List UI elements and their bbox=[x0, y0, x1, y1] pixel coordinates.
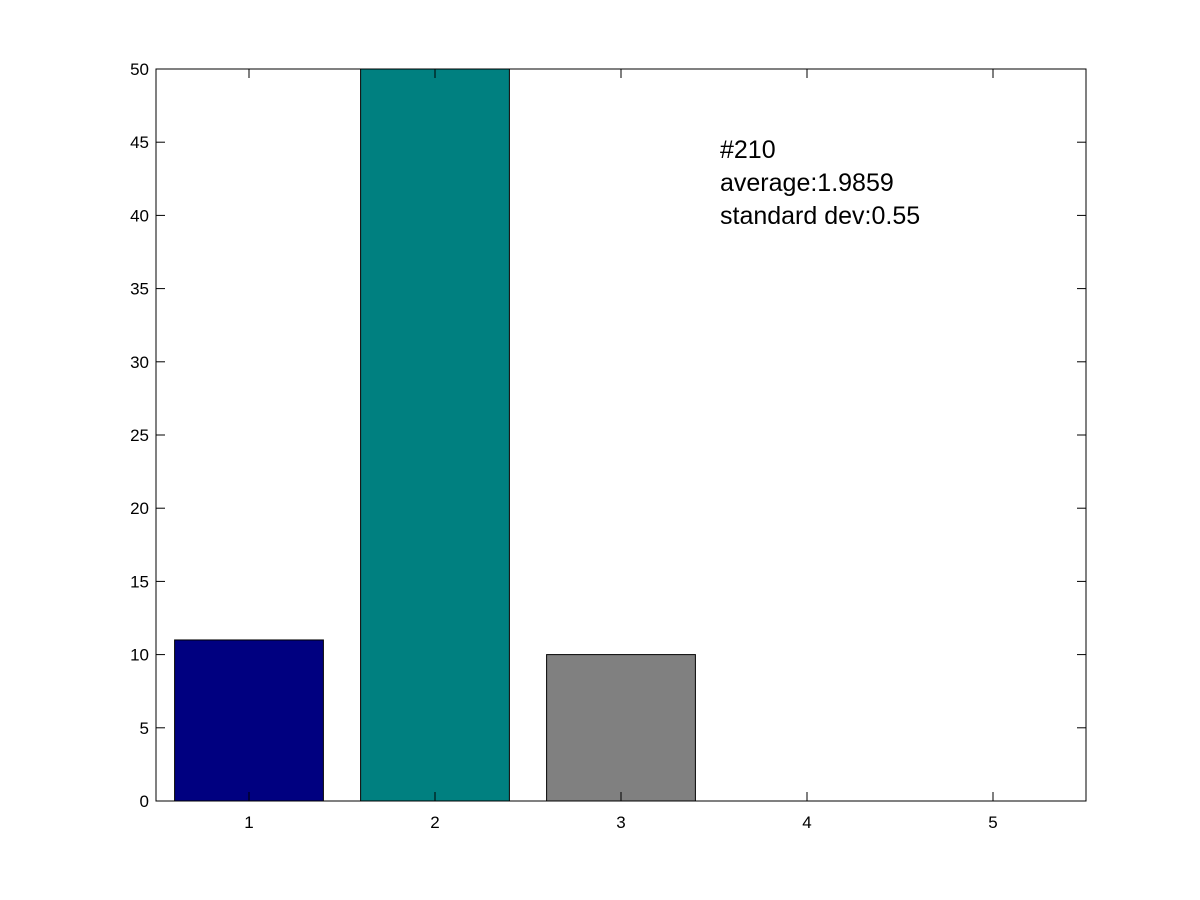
x-tick-label: 4 bbox=[802, 813, 811, 832]
y-tick-label: 40 bbox=[130, 206, 149, 225]
y-tick-label: 10 bbox=[130, 646, 149, 665]
annotation-line: standard dev:0.55 bbox=[720, 202, 920, 230]
bar-3 bbox=[546, 654, 696, 802]
y-tick-label: 50 bbox=[130, 60, 149, 79]
y-tick-label: 45 bbox=[130, 133, 149, 152]
annotation-line: #210 bbox=[720, 136, 776, 164]
y-tick-label: 35 bbox=[130, 280, 149, 299]
y-tick-label: 5 bbox=[140, 719, 149, 738]
bar-2 bbox=[360, 68, 510, 802]
y-tick-label: 0 bbox=[140, 792, 149, 811]
x-tick-label: 5 bbox=[988, 813, 997, 832]
plot-frame bbox=[155, 68, 1087, 802]
y-tick-label: 25 bbox=[130, 426, 149, 445]
x-tick-label: 2 bbox=[430, 813, 439, 832]
y-tick-label: 15 bbox=[130, 572, 149, 591]
annotation-block: #210 average:1.9859 standard dev:0.55 bbox=[720, 136, 920, 230]
x-tick-label: 3 bbox=[616, 813, 625, 832]
x-tick-label: 1 bbox=[244, 813, 253, 832]
y-tick-label: 30 bbox=[130, 353, 149, 372]
annotation-line: average:1.9859 bbox=[720, 169, 894, 197]
bars-layer bbox=[174, 68, 696, 802]
y-tick-label: 20 bbox=[130, 499, 149, 518]
bar-1 bbox=[174, 639, 324, 802]
